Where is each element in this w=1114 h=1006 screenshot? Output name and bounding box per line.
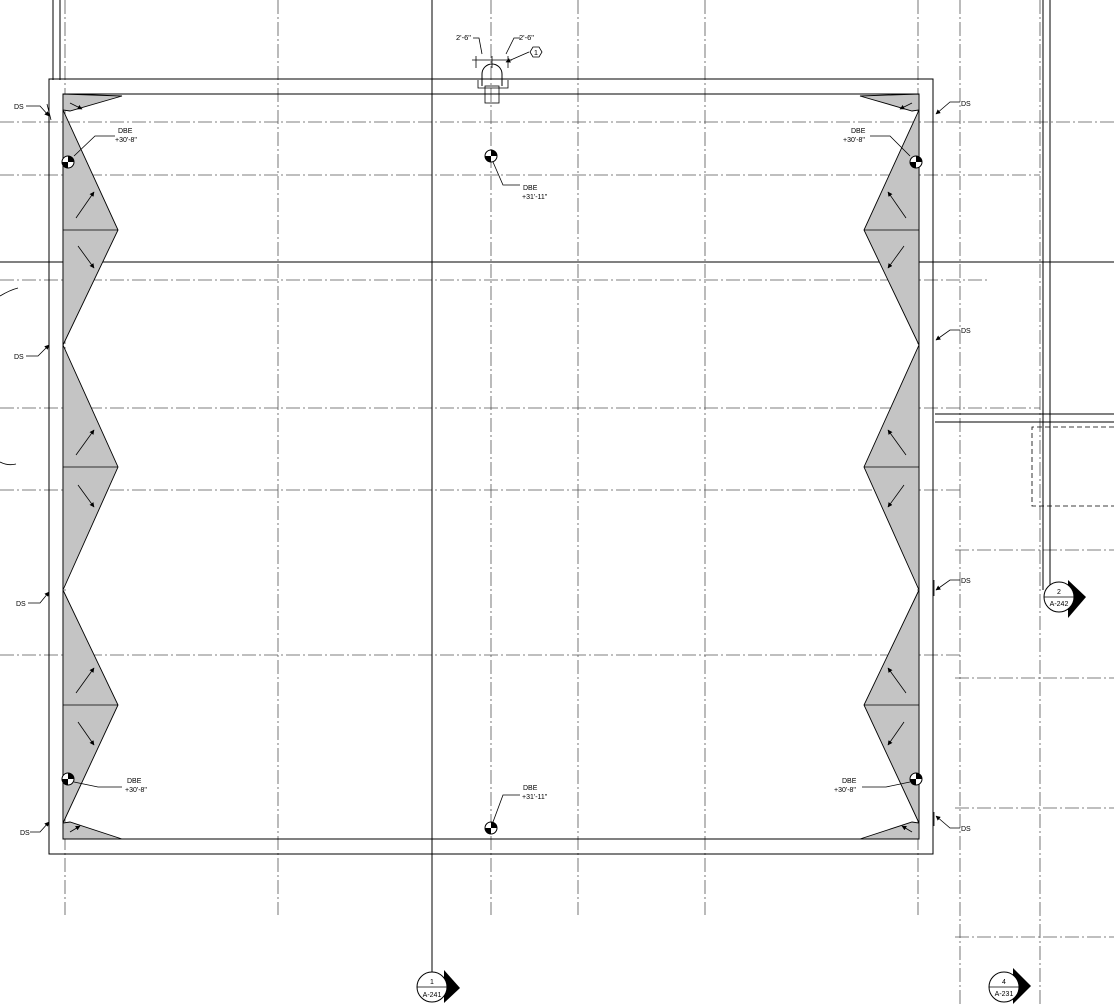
section-2-sheet: A-242 bbox=[1050, 601, 1069, 608]
ds-left-4-label: DS bbox=[20, 830, 30, 837]
keynote-number: 1 bbox=[534, 48, 538, 57]
section-marker-2[interactable]: 2 A-242 bbox=[1043, 580, 1086, 618]
dim-right-label: 2'-6" bbox=[519, 33, 534, 42]
dim-left-label: 2'-6" bbox=[456, 33, 471, 42]
drain-tr-label: DBE bbox=[851, 128, 866, 135]
ds-right-1-label: DS bbox=[961, 101, 971, 108]
drain-tr-elev: +30'-8" bbox=[843, 137, 865, 144]
section-marker-1[interactable]: 1 A-241 bbox=[416, 970, 460, 1003]
drain-bc-elev: +31'-11" bbox=[522, 794, 548, 801]
ds-right-3-label: DS bbox=[961, 578, 971, 585]
ds-left-1-label: DS bbox=[14, 104, 24, 111]
section-2-number: 2 bbox=[1057, 589, 1061, 596]
drain-bl-label: DBE bbox=[127, 778, 142, 785]
section-marker-4[interactable]: 4 A-231 bbox=[988, 968, 1031, 1004]
drain-tc-label: DBE bbox=[523, 185, 538, 192]
drain-br-label: DBE bbox=[842, 778, 857, 785]
drain-br-elev: +30'-8" bbox=[834, 787, 856, 794]
ds-left-2-label: DS bbox=[14, 354, 24, 361]
ds-right-4-label: DS bbox=[961, 826, 971, 833]
crickets bbox=[62, 93, 920, 840]
drain-tl-label: DBE bbox=[118, 128, 133, 135]
ds-right-2-label: DS bbox=[961, 328, 971, 335]
section-4-number: 4 bbox=[1002, 979, 1006, 986]
keynote-hexagon bbox=[529, 46, 543, 58]
building-lines bbox=[0, 0, 1114, 985]
drain-bc-label: DBE bbox=[523, 785, 538, 792]
drain-symbols bbox=[61, 135, 923, 835]
downspout-leaders bbox=[26, 101, 960, 836]
slope-arrows bbox=[69, 102, 913, 833]
drain-tl-elev: +30'-8" bbox=[115, 137, 137, 144]
section-4-sheet: A-231 bbox=[995, 991, 1014, 998]
overflow-scupper bbox=[472, 37, 543, 104]
drain-bl-elev: +30'-8" bbox=[125, 787, 147, 794]
drain-tc-elev: +31'-11" bbox=[522, 194, 548, 201]
ds-left-3-label: DS bbox=[16, 601, 26, 608]
section-1-number: 1 bbox=[430, 979, 434, 986]
section-1-sheet: A-241 bbox=[423, 992, 442, 999]
